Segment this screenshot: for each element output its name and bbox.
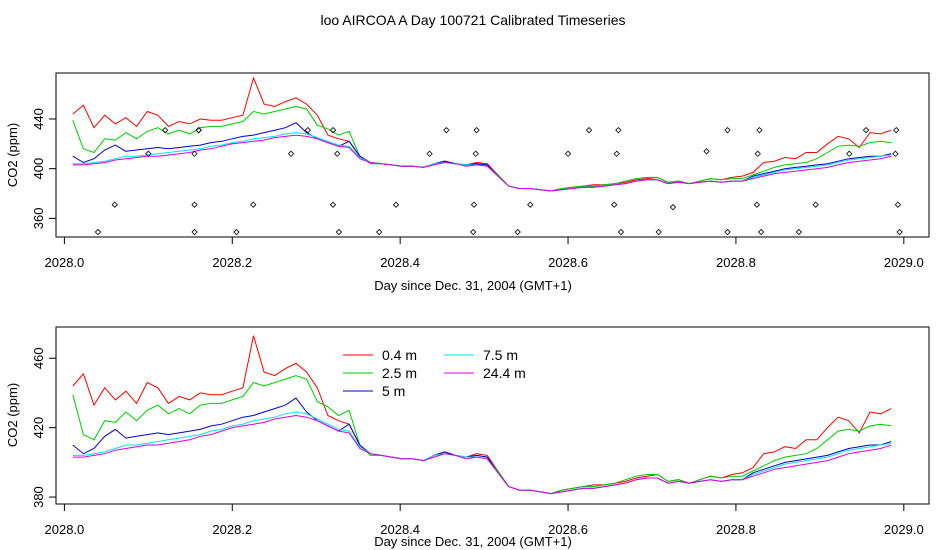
diamond-marker <box>94 228 102 236</box>
top-series-line-s5 <box>72 122 892 192</box>
diamond-marker <box>191 150 198 157</box>
legend-label-2-5m: 2.5 m <box>382 365 417 381</box>
legend-label-0-4m: 0.4 m <box>382 347 417 363</box>
bottom-x-tick-label: 2028.6 <box>548 522 588 537</box>
diamond-marker <box>233 228 240 236</box>
top-y-tick-label: 400 <box>31 158 46 180</box>
top-panel: Day since Dec. 31, 2004 (GMT+1) CO2 (ppm… <box>5 72 930 293</box>
diamond-marker <box>304 126 311 134</box>
diamond-marker <box>615 126 622 134</box>
top-plot-frame <box>55 72 930 238</box>
top-y-tick-label: 360 <box>31 208 46 230</box>
diamond-marker <box>795 228 803 236</box>
diamond-marker <box>334 150 341 157</box>
diamond-marker <box>756 126 763 134</box>
legend-label-24-4m: 24.4 m <box>483 365 526 381</box>
top-y-ticks: 360 400 440 <box>31 108 56 229</box>
top-x-tick-label: 2028.4 <box>380 255 420 270</box>
diamond-marker <box>473 126 480 134</box>
legend-label-5m: 5 m <box>382 383 405 399</box>
diamond-marker <box>617 228 625 236</box>
top-x-tick-label: 2028.6 <box>548 255 588 270</box>
diamond-marker <box>195 126 202 134</box>
diamond-marker <box>426 150 433 157</box>
diamond-marker <box>896 228 903 236</box>
bottom-x-tick-label: 2028.2 <box>212 522 252 537</box>
bottom-x-axis-label: Day since Dec. 31, 2004 (GMT+1) <box>374 534 572 549</box>
diamond-marker <box>376 228 383 236</box>
top-series-lines <box>72 76 892 192</box>
diamond-marker <box>613 150 620 157</box>
diamond-marker <box>470 201 478 208</box>
diamond-marker <box>894 201 902 208</box>
diamond-marker <box>724 126 731 134</box>
diamond-marker <box>287 150 295 157</box>
bottom-x-tick-label: 2028.8 <box>716 522 756 537</box>
top-series-line-s244 <box>72 134 892 192</box>
top-x-tick-label: 2029.0 <box>884 255 924 270</box>
bottom-x-tick-label: 2028.4 <box>380 522 420 537</box>
bottom-x-ticks: 2028.0 2028.2 2028.4 2028.6 2028.8 2029.0 <box>45 504 924 537</box>
diamond-marker <box>862 126 870 134</box>
bottom-y-tick-label: 460 <box>31 347 46 369</box>
bottom-series-line-s244 <box>72 414 892 495</box>
bottom-panel: Day since Dec. 31, 2004 (GMT+1) CO2 (ppm… <box>5 326 930 549</box>
bottom-series-lines <box>72 335 892 495</box>
diamond-marker <box>669 204 677 211</box>
bottom-series-line-s04 <box>72 335 892 495</box>
diamond-marker <box>757 228 765 236</box>
diamond-marker <box>392 201 400 208</box>
top-series-line-s04 <box>72 76 892 192</box>
top-y-axis-label: CO2 (ppm) <box>5 123 20 187</box>
diamond-marker <box>145 150 152 157</box>
diamond-marker <box>161 126 169 134</box>
diamond-marker <box>611 201 618 208</box>
diamond-marker <box>191 201 198 208</box>
figure-title: loo AIRCOA A Day 100721 Calibrated Times… <box>320 12 625 28</box>
diamond-marker <box>564 150 572 157</box>
diamond-marker <box>724 228 731 236</box>
diamond-marker <box>893 126 900 134</box>
diamond-marker <box>703 148 710 155</box>
top-series-line-s25 <box>72 105 892 192</box>
bottom-y-tick-label: 420 <box>31 417 46 439</box>
legend-label-7-5m: 7.5 m <box>483 347 518 363</box>
bottom-y-axis-label: CO2 (ppm) <box>5 383 20 447</box>
diamond-marker <box>191 228 198 236</box>
diamond-marker <box>250 201 257 208</box>
bottom-series-line-s25 <box>72 375 892 495</box>
diamond-marker <box>892 150 899 157</box>
top-x-tick-label: 2028.8 <box>716 255 756 270</box>
diamond-marker <box>514 228 521 236</box>
diamond-marker <box>470 228 477 236</box>
diamond-marker <box>472 150 479 157</box>
top-markers <box>94 126 903 236</box>
diamond-marker <box>753 201 761 208</box>
top-y-tick-label: 440 <box>31 108 46 130</box>
bottom-y-tick-label: 380 <box>31 486 46 508</box>
diamond-marker <box>527 201 534 208</box>
diamond-marker <box>754 150 761 157</box>
diamond-marker <box>443 126 450 134</box>
legend: 0.4 m 2.5 m 5 m 7.5 m 24.4 m <box>343 347 526 399</box>
bottom-plot-frame <box>55 326 930 505</box>
top-x-axis-label: Day since Dec. 31, 2004 (GMT+1) <box>374 278 572 293</box>
diamond-marker <box>655 228 662 236</box>
bottom-y-ticks: 380 420 460 <box>31 347 56 508</box>
diamond-marker <box>329 201 337 208</box>
diamond-marker <box>329 126 337 134</box>
top-x-tick-label: 2028.2 <box>212 255 252 270</box>
bottom-series-line-s5 <box>72 397 892 495</box>
top-x-tick-label: 2028.0 <box>45 255 85 270</box>
top-x-ticks: 2028.0 2028.2 2028.4 2028.6 2028.8 2029.0 <box>45 237 924 270</box>
diamond-marker <box>111 201 118 208</box>
bottom-x-tick-label: 2029.0 <box>884 522 924 537</box>
diamond-marker <box>335 228 343 236</box>
diamond-marker <box>585 126 593 134</box>
diamond-marker <box>812 201 819 208</box>
diamond-marker <box>846 150 853 157</box>
bottom-x-tick-label: 2028.0 <box>45 522 85 537</box>
